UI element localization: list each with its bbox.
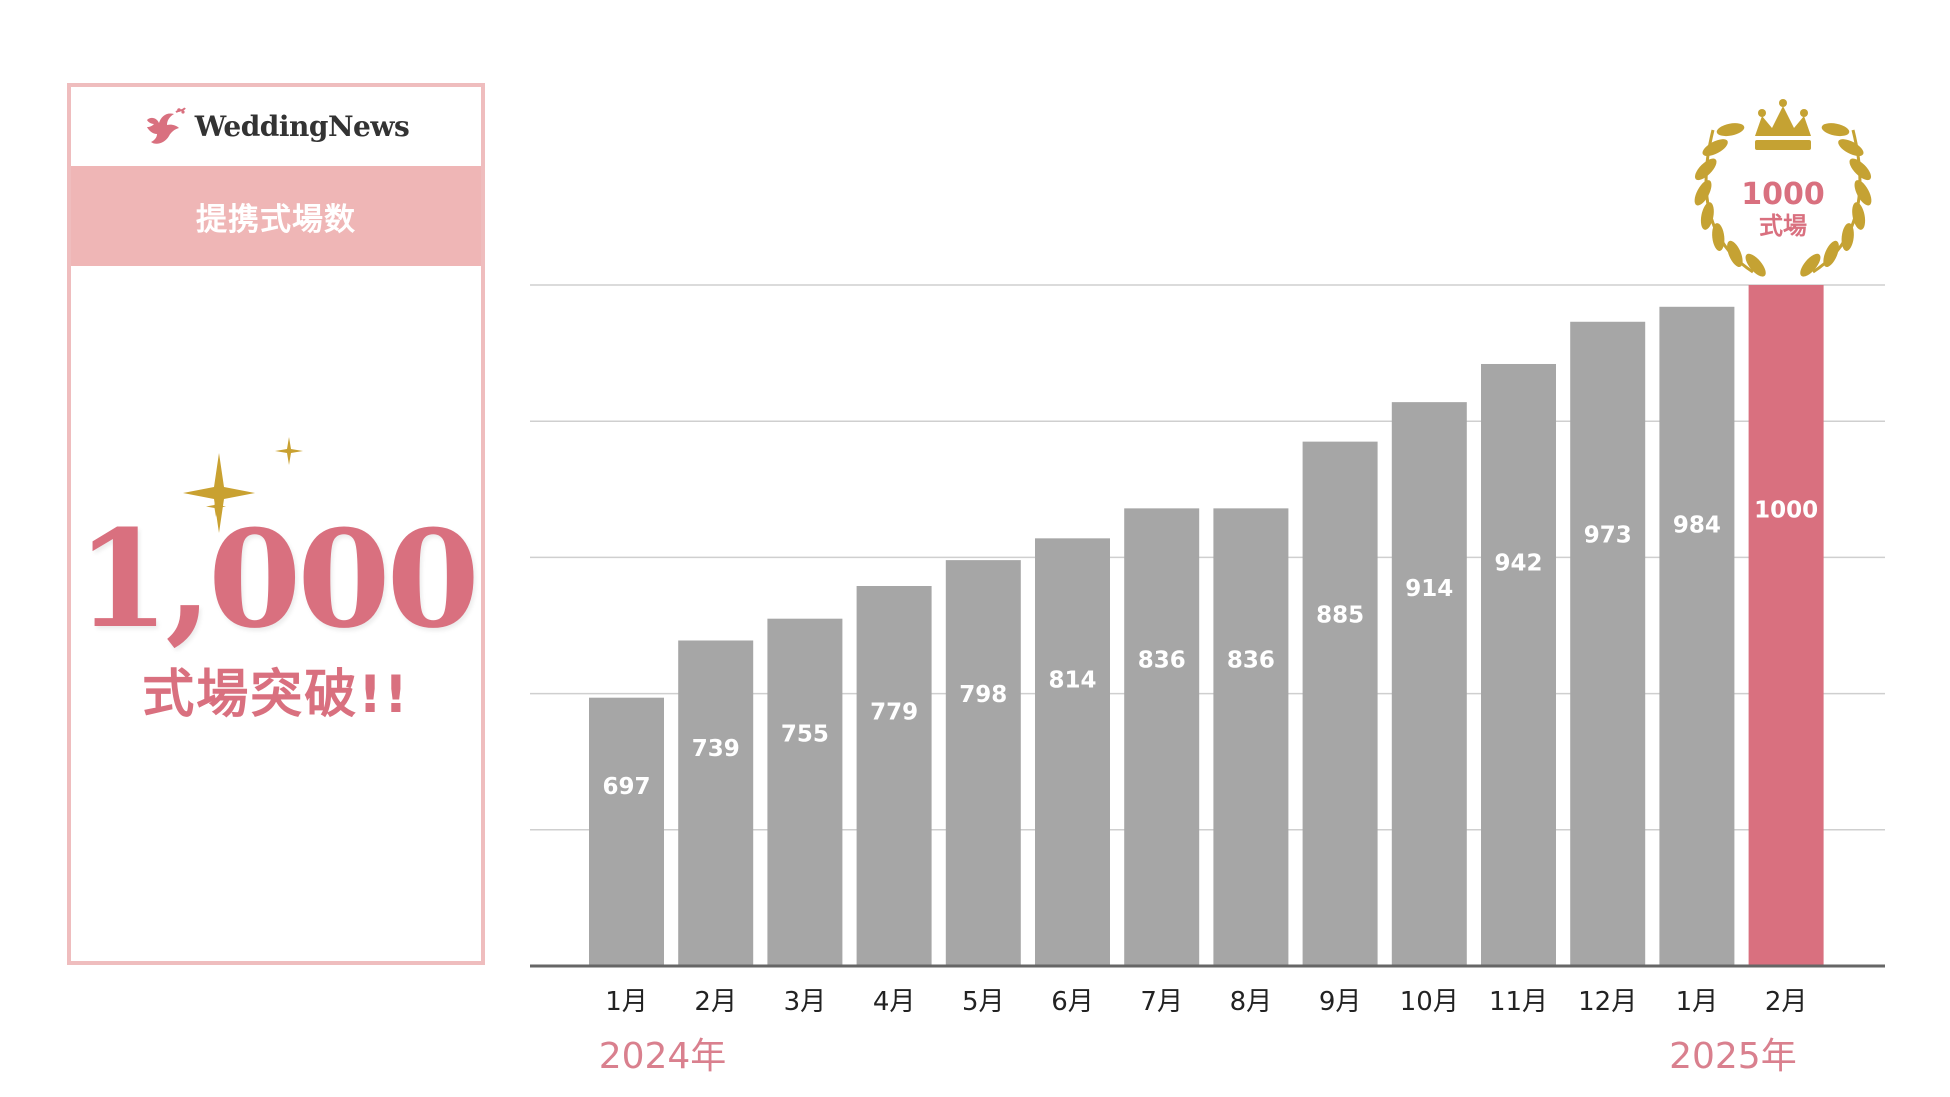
- bar-value-label: 739: [692, 736, 740, 762]
- bar: [856, 586, 932, 966]
- x-tick-label: 12月: [1578, 987, 1637, 1017]
- bar: [1035, 538, 1110, 966]
- x-tick-label: 9月: [1319, 987, 1362, 1017]
- laurel-leaf: [1702, 139, 1728, 157]
- x-tick-label: 2月: [1765, 987, 1808, 1017]
- band-header: 提携式場数: [71, 166, 481, 266]
- bar-value-label: 836: [1227, 647, 1275, 673]
- bar-value-label: 973: [1584, 522, 1632, 548]
- x-tick-label: 3月: [784, 987, 827, 1017]
- logo-text: WeddingNews: [194, 110, 410, 143]
- bar-value-label: 942: [1494, 551, 1542, 577]
- laurel-leaf: [1838, 139, 1864, 157]
- bar-value-label: 984: [1673, 512, 1721, 538]
- laurel-stem: [1704, 129, 1754, 274]
- grid-lines: [530, 284, 1885, 831]
- x-tick-label: 4月: [873, 987, 916, 1017]
- bar-value-label: 914: [1405, 576, 1453, 602]
- x-tick-label: 7月: [1140, 987, 1183, 1017]
- bar-value-label: 755: [781, 721, 829, 747]
- badge-label: 式場: [1759, 212, 1807, 240]
- milestone-badge: 1000 式場: [1694, 99, 1872, 277]
- bar-value-label: 779: [870, 699, 918, 725]
- badge-number: 1000: [1741, 177, 1825, 212]
- band-label: 提携式場数: [196, 201, 356, 238]
- year-labels: 2024年 2025年: [599, 1036, 1797, 1077]
- bar-highlight: [1748, 285, 1824, 966]
- bar: [589, 697, 664, 966]
- bar: [1570, 321, 1646, 966]
- laurel-leaf: [1852, 202, 1866, 230]
- dove-icon: [146, 106, 186, 144]
- year-label: 2025年: [1669, 1036, 1797, 1077]
- laurel-leaf: [1800, 253, 1821, 277]
- crown-icon: [1755, 99, 1811, 150]
- x-tick-label: 8月: [1230, 987, 1273, 1017]
- laurel-leaf: [1716, 123, 1745, 137]
- bar: [1124, 508, 1200, 966]
- laurel-icon: [1694, 123, 1872, 277]
- bar: [767, 618, 843, 966]
- bar-value-label: 798: [959, 682, 1007, 708]
- laurel-leaf: [1821, 123, 1850, 137]
- logo: WeddingNews: [71, 87, 481, 166]
- bar-value-label: 1000: [1754, 498, 1818, 524]
- laurel-stem: [1812, 129, 1862, 274]
- x-tick-label: 5月: [962, 987, 1005, 1017]
- laurel-leaf: [1700, 202, 1714, 230]
- bar-value-label: 885: [1316, 603, 1364, 629]
- x-tick-label: 11月: [1489, 987, 1548, 1017]
- bar-value-label: 814: [1048, 667, 1096, 693]
- x-tick-label: 1月: [1676, 987, 1719, 1017]
- x-tick-label: 1月: [605, 987, 648, 1017]
- x-tick-label: 6月: [1051, 987, 1094, 1017]
- bar: [678, 640, 754, 966]
- bar-value-label: 836: [1138, 647, 1186, 673]
- headline-number: 1,000: [76, 500, 480, 658]
- year-label: 2024年: [599, 1036, 727, 1077]
- laurel-leaf: [1745, 253, 1766, 277]
- value-labels: 697 739 755 779 798 814 836 836 885 914 942 973 984 1…: [602, 498, 1818, 800]
- x-tick-label: 10月: [1400, 987, 1459, 1017]
- bars: [589, 285, 1824, 967]
- bar: [1213, 508, 1289, 966]
- bar: [1481, 363, 1556, 967]
- x-tick-labels: 1月 2月 3月 4月 5月 6月 7月 8月 9月 10月 11月 12月 1月 2月: [605, 987, 1807, 1017]
- bar: [945, 560, 1021, 966]
- bar: [1391, 402, 1467, 967]
- sparkle-icon: [183, 437, 303, 533]
- x-tick-label: 2月: [694, 987, 737, 1017]
- bar: [1302, 441, 1378, 966]
- headline-sub: 式場突破!!: [142, 665, 410, 725]
- summary-card: WeddingNews 提携式場数 1,000 式場突破!!: [67, 83, 485, 965]
- bar: [1659, 306, 1735, 966]
- bar-value-label: 697: [602, 774, 650, 800]
